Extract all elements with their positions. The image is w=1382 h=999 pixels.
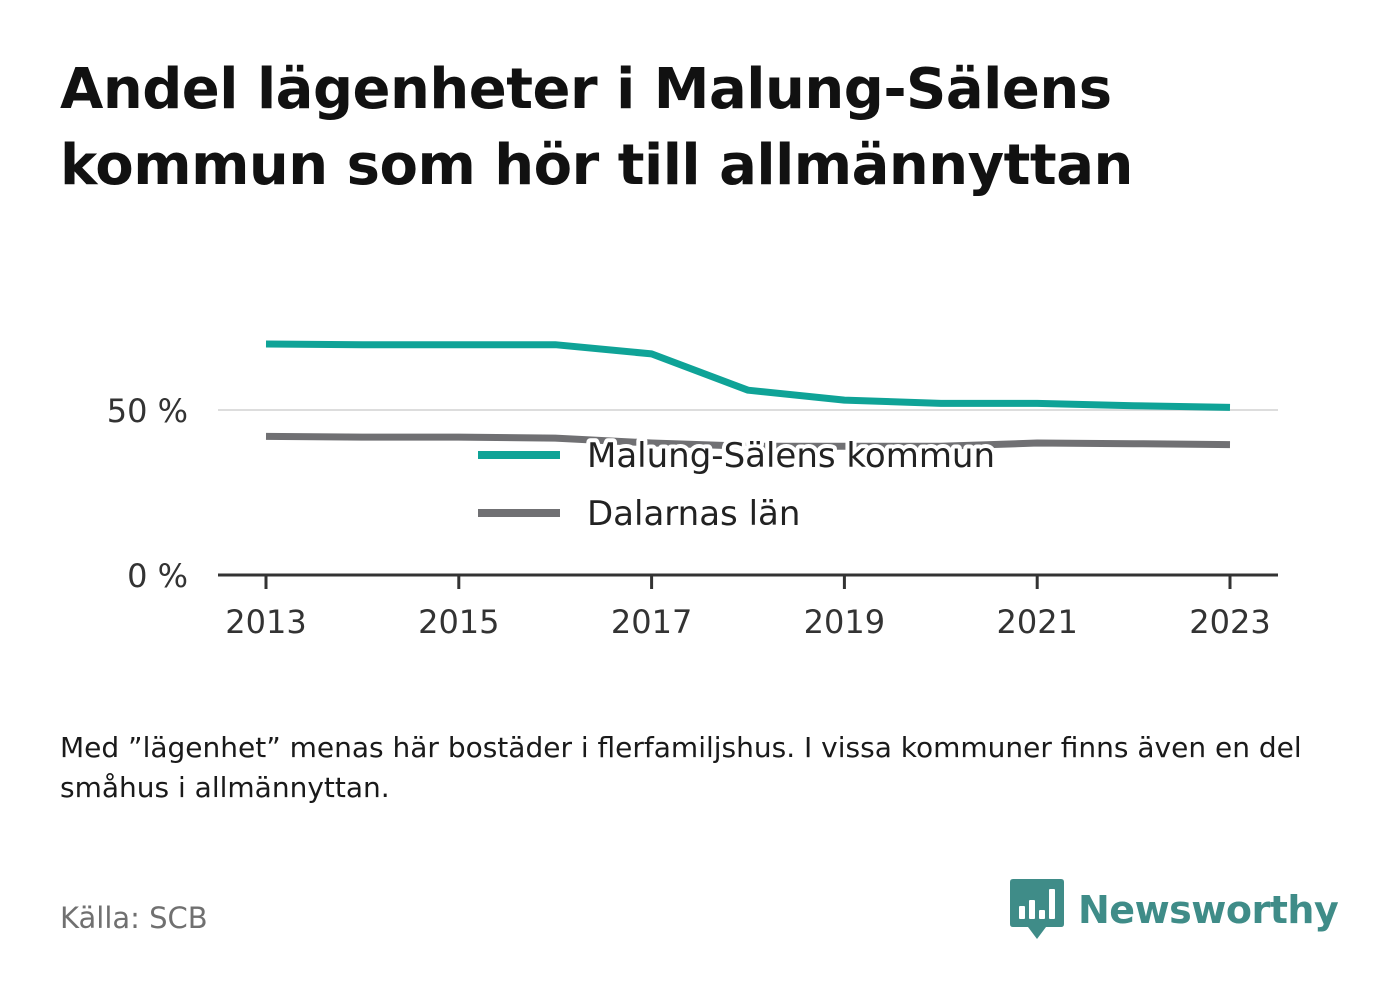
source-label: Källa: SCB [60,901,208,935]
x-tick-label: 2019 [804,603,885,641]
brand-logo[interactable]: Newsworthy [1010,878,1339,942]
bar-chart-speech-bubble-icon [1010,879,1064,939]
series-line [265,432,1231,450]
x-tick-label: 2023 [1189,603,1270,641]
footnote: Med ”lägenhet” menas här bostäder i fler… [60,731,1302,804]
x-tick-label: 2017 [611,603,692,641]
y-axis-tick-labels: 0 % 50 % [107,392,188,595]
x-tick-label: 2013 [225,603,306,641]
legend-label: Dalarnas län [587,494,800,534]
chart-title: Andel lägenheter i Malung-Sälens kommun … [60,57,1133,198]
legend: Malung-Sälens kommun Dalarnas län [478,432,999,538]
brand-name: Newsworthy [1078,888,1339,932]
x-tick-label: 2015 [418,603,499,641]
line-chart: 2013 2015 2017 2019 2021 2023 0 % 50 % Malung-… [107,340,1278,641]
series-lines [265,340,1231,450]
y-tick-label: 0 % [127,557,188,595]
series-line [265,340,1231,411]
x-tick-label: 2021 [996,603,1077,641]
y-tick-label: 50 % [107,392,188,430]
legend-label: Malung-Sälens kommun [587,436,995,476]
x-axis: 2013 2015 2017 2019 2021 2023 [218,573,1278,641]
